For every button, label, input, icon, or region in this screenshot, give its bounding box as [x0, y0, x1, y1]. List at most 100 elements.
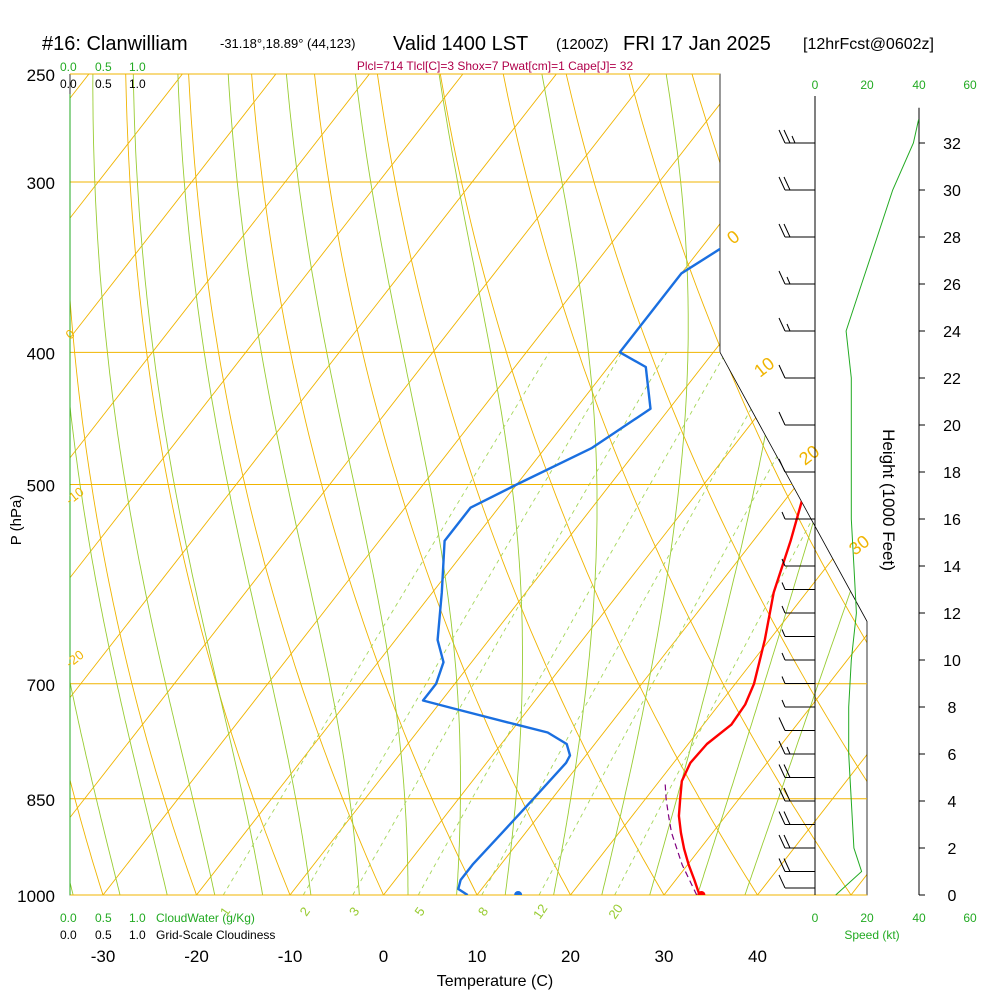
- isotherm-line: [80, 74, 763, 895]
- wind-barb-flag: [778, 717, 786, 731]
- height-tick-label: 32: [943, 136, 961, 153]
- wind-barb-half: [786, 746, 791, 755]
- speed-top-tick-3: 60: [963, 78, 977, 92]
- moist-adiabat-line: [70, 74, 128, 895]
- wind-barb-flag: [783, 834, 791, 849]
- wind-barb-flag: [778, 834, 786, 849]
- dry-adiabat-line: [498, 74, 867, 895]
- isotherm-label: -20: [63, 647, 87, 670]
- wind-barb-flag: [778, 787, 786, 802]
- height-tick-label: 12: [943, 606, 961, 623]
- isotherm-line: [70, 74, 670, 895]
- height-axis-title: Height (1000 Feet): [879, 429, 898, 571]
- wind-barb-half: [781, 582, 786, 590]
- cloud-top-tick-0: 0.0: [60, 60, 77, 74]
- wind-barb-half: [786, 323, 791, 332]
- cloudiness-label: Grid-Scale Cloudiness: [156, 928, 275, 942]
- cloudiness-bottom-tick-0: 0.0: [60, 928, 77, 942]
- mixing-ratio-line: [538, 352, 836, 895]
- isotherm-line: [173, 74, 857, 895]
- wind-barb-flag: [778, 858, 786, 872]
- dry-adiabat-line: [622, 74, 867, 895]
- cloud-top-tick-2: 1.0: [129, 60, 146, 74]
- temperature-tick-label: 20: [561, 947, 580, 966]
- utc-time: (1200Z): [556, 36, 609, 53]
- height-tick-label: 6: [948, 747, 957, 764]
- isotherm-line: [454, 74, 867, 895]
- moist-adiabat-line: [641, 74, 803, 895]
- isotherm-line: [641, 74, 867, 895]
- station-title: #16: Clanwilliam: [42, 33, 188, 55]
- moist-adiabat-line: [734, 74, 867, 895]
- wind-barb-flag: [783, 176, 791, 191]
- dry-adiabat-line: [70, 74, 113, 895]
- dry-adiabat-line: [996, 50, 1000, 924]
- height-tick-label: 18: [943, 465, 961, 482]
- moist-adiabat-line: [226, 74, 362, 895]
- wind-barb-flag: [783, 811, 791, 825]
- wind-barb-flag: [778, 874, 786, 889]
- dry-adiabat-line: [560, 74, 867, 895]
- wind-barb-half: [781, 652, 786, 661]
- mixing-ratio-line: [614, 352, 867, 895]
- mixing-ratio-label: 8: [475, 904, 491, 919]
- isotherm-line: [70, 74, 296, 895]
- isotherm-line: [70, 74, 389, 895]
- temperature-tick-label: 40: [748, 947, 767, 966]
- height-tick-label: 28: [943, 230, 961, 247]
- moist-adiabat-line: [594, 74, 689, 895]
- wind-barb-half: [781, 558, 786, 567]
- cloudiness-top-tick-0: 0.0: [60, 77, 77, 91]
- isotherm-line: [70, 74, 202, 895]
- pressure-tick-label: 850: [27, 791, 55, 810]
- stability-indices: Plcl=714 Tlcl[C]=3 Shox=7 Pwat[cm]=1 Cap…: [357, 59, 634, 73]
- speed-axis: 0 20 40 60 0 20 40 60 Speed (kt): [812, 78, 977, 942]
- wind-barb-flag: [778, 411, 786, 426]
- mixing-ratio-label: 12: [530, 901, 551, 921]
- surface-dewpoint-dot: [514, 891, 523, 895]
- background-lines: [70, 50, 1000, 924]
- wind-barb-flag: [778, 764, 786, 778]
- wind-speed-trace: [835, 119, 920, 896]
- mixing-ratio-label: 3: [346, 904, 362, 919]
- moist-adiabat-line: [435, 74, 523, 895]
- cloud-water-label: CloudWater (g/Kg): [156, 911, 255, 925]
- wind-barb-flag: [783, 764, 791, 778]
- cloud-bottom-tick-2: 1.0: [129, 911, 146, 925]
- height-tick-label: 10: [943, 653, 961, 670]
- height-tick-label: 26: [943, 277, 961, 294]
- moist-adiabat-line: [283, 74, 409, 895]
- moist-adiabat-line: [537, 74, 598, 895]
- height-tick-label: 24: [943, 324, 961, 341]
- height-tick-label: 0: [948, 888, 957, 905]
- cloudiness-top-tick-1: 0.5: [95, 77, 112, 91]
- temperature-tick-label: 0: [379, 947, 388, 966]
- moist-adiabat-line: [70, 74, 175, 895]
- cloudiness-bottom-tick-2: 1.0: [129, 928, 146, 942]
- isotherm-line: [922, 50, 1000, 924]
- isotherm-line: [828, 74, 867, 895]
- height-tick-label: 16: [943, 512, 961, 529]
- speed-bottom-tick-2: 40: [912, 911, 926, 925]
- mixing-ratio-label: 2: [297, 904, 313, 919]
- mixing-ratio-line: [352, 352, 668, 895]
- isotherm-label: 0: [63, 326, 78, 342]
- dry-adiabat-line: [311, 74, 587, 895]
- wind-barb-half: [781, 699, 786, 708]
- mixing-ratio-line: [481, 352, 784, 895]
- moist-adiabat-line: [132, 74, 268, 895]
- wind-barb-flag: [778, 176, 786, 191]
- wind-barb-half: [781, 629, 786, 637]
- dry-adiabat-line: [373, 74, 682, 895]
- isotherm-label: 30: [845, 531, 873, 559]
- cloudiness-top-tick-2: 1.0: [129, 77, 146, 91]
- dry-adiabat-line: [809, 74, 867, 895]
- isotherm-line: [547, 74, 867, 895]
- moist-adiabat-line: [687, 74, 867, 895]
- cloudiness-bottom-tick-1: 0.5: [95, 928, 112, 942]
- wind-barb-flag: [783, 223, 791, 238]
- pressure-tick-label: 1000: [17, 887, 55, 906]
- isotherm-line: [360, 74, 867, 895]
